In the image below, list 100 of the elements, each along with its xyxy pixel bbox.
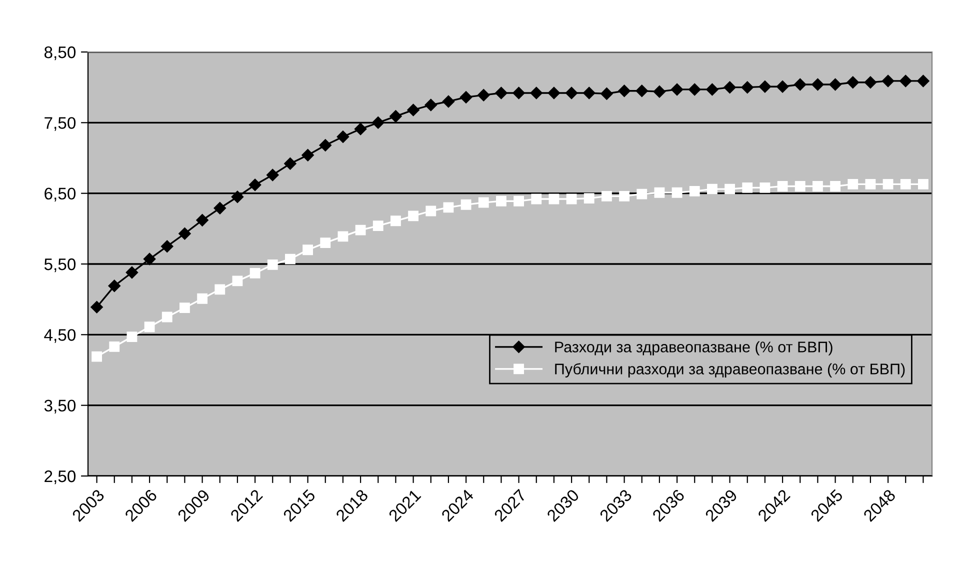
point [653,85,666,98]
point [548,194,560,204]
point [882,74,894,88]
point [600,88,613,100]
point [285,254,296,264]
point [424,98,437,112]
point [460,91,472,104]
point [846,76,859,88]
point [602,190,612,202]
point [654,187,665,198]
point [284,158,296,170]
point [829,78,842,91]
point [495,86,508,100]
point [266,168,279,182]
point [443,202,454,213]
point [794,78,806,91]
point [143,252,156,266]
point [354,122,367,136]
point [407,104,420,116]
point [320,238,331,248]
point [267,260,278,270]
point [689,186,700,196]
point [478,89,490,102]
point [619,190,630,202]
point [670,83,684,96]
point [531,194,542,204]
point [372,220,384,232]
point [338,231,348,242]
point [530,86,542,100]
point [618,84,630,97]
point [144,322,155,332]
point [126,266,138,279]
point [178,228,191,240]
point [918,178,928,190]
point [707,184,718,194]
point [478,197,489,208]
point [900,74,912,88]
point [865,178,876,190]
point [390,110,402,122]
point [426,206,436,216]
point [900,178,911,190]
point [584,193,594,204]
point [390,216,401,226]
point [812,78,824,91]
y-tick-label: 5,50 [44,258,76,272]
point [90,301,103,314]
point [232,276,243,286]
point [758,80,772,93]
point [741,81,754,94]
y-tick-label: 8,50 [44,46,76,60]
point [109,341,120,352]
y-tick-label: 6,50 [44,188,76,202]
point [460,199,472,210]
point [196,214,208,226]
point [672,187,682,198]
point [214,202,226,214]
point [408,210,418,222]
point [126,332,138,342]
point [336,130,350,143]
point [812,181,823,192]
point [565,86,578,100]
point [882,178,894,190]
point [742,182,753,193]
point [776,80,789,93]
y-tick-label: 3,50 [44,400,76,414]
point [760,182,770,193]
point [197,293,208,304]
point [688,83,701,96]
point [514,196,524,206]
point [706,83,718,96]
point [566,194,577,204]
point [548,86,560,100]
point [864,76,877,88]
point [777,181,788,192]
point [583,86,596,100]
point [214,284,226,295]
point [636,188,648,200]
point [794,181,806,192]
point [512,86,525,100]
point [724,184,735,194]
point [636,84,648,97]
y-tick-label: 7,50 [44,117,76,131]
point [302,244,313,256]
point [372,116,384,129]
point [302,149,314,162]
point [92,351,102,362]
point [162,312,172,322]
point [496,196,506,206]
point [108,280,120,292]
legend-label: Разходи за здравеопазване (% от БВП) [555,341,832,356]
point [231,190,244,203]
point [917,74,930,88]
y-tick-label: 2,50 [44,470,76,484]
point [250,268,260,278]
y-tick-label: 4,50 [44,329,76,343]
point [442,95,455,108]
point [248,178,262,191]
point [355,224,366,236]
point [830,181,840,192]
point [180,302,190,314]
